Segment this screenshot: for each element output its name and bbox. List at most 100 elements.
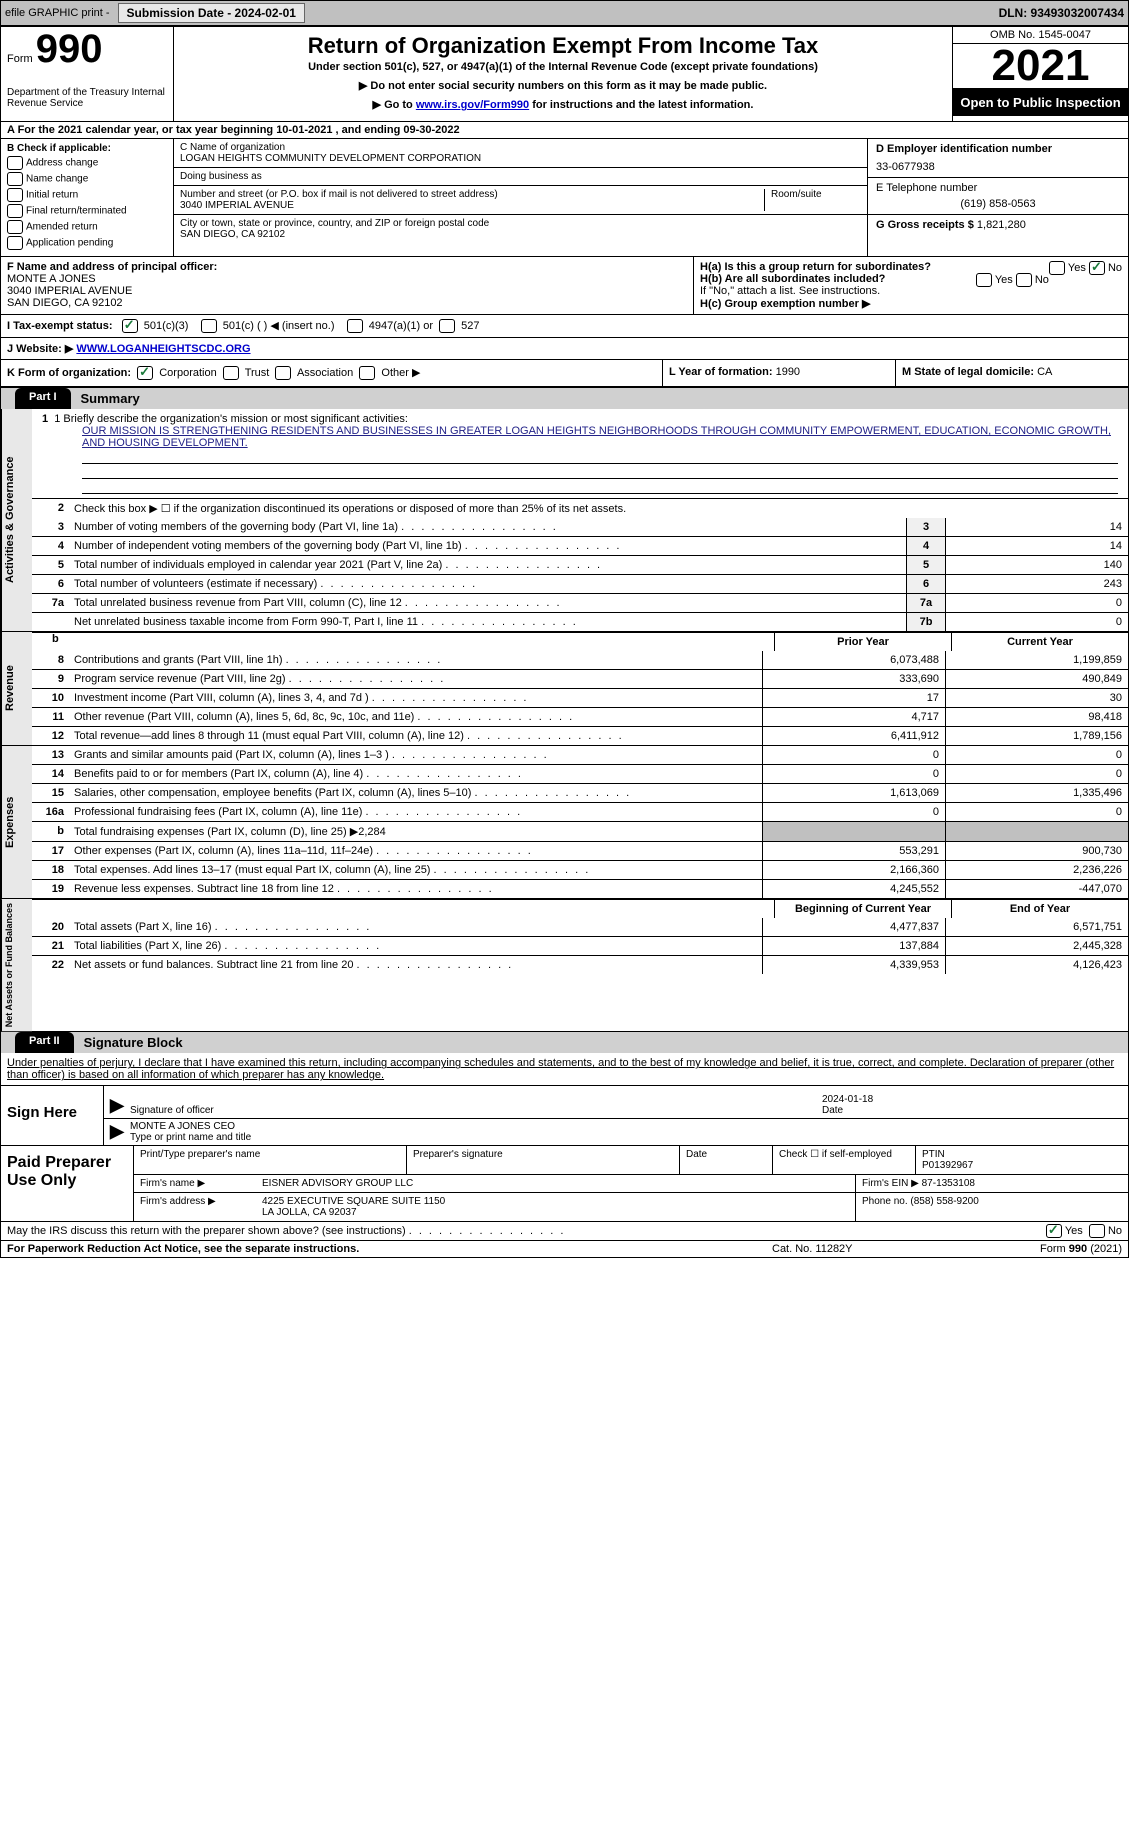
street-label: Number and street (or P.O. box if mail i… <box>180 189 764 200</box>
phone-label: E Telephone number <box>876 182 1120 194</box>
ptin-value: P01392967 <box>922 1160 1122 1171</box>
city-label: City or town, state or province, country… <box>180 218 861 229</box>
gross-label: G Gross receipts $ <box>876 219 974 231</box>
prep-phone: (858) 558-9200 <box>910 1196 978 1207</box>
chk-amended[interactable] <box>7 220 23 234</box>
rev-headers: b Prior Year Current Year <box>32 632 1128 651</box>
discuss-no[interactable] <box>1089 1224 1105 1238</box>
firm-addr-label: Firm's address ▶ <box>134 1193 256 1221</box>
website-link[interactable]: WWW.LOGANHEIGHTSCDC.ORG <box>76 343 250 355</box>
chk-final-return[interactable] <box>7 204 23 218</box>
tax-year: 2021 <box>953 44 1128 89</box>
col-d: D Employer identification number 33-0677… <box>868 139 1128 256</box>
summary-line: 3Number of voting members of the governi… <box>32 518 1128 536</box>
gross-value: 1,821,280 <box>977 219 1026 231</box>
part1-tab: Part I <box>15 388 71 409</box>
footer-bottom: For Paperwork Reduction Act Notice, see … <box>1 1241 1128 1257</box>
line-2: 2 Check this box ▶ ☐ if the organization… <box>32 498 1128 518</box>
ha-no[interactable] <box>1089 261 1105 275</box>
section-f: F Name and address of principal officer:… <box>1 257 694 314</box>
form-label: Form <box>7 53 33 65</box>
summary-line: 12Total revenue—add lines 8 through 11 (… <box>32 726 1128 745</box>
chk-assoc[interactable] <box>275 366 291 380</box>
discuss-yes[interactable] <box>1046 1224 1062 1238</box>
chk-501c[interactable] <box>201 319 217 333</box>
submission-date: Submission Date - 2024-02-01 <box>118 3 305 23</box>
preparer-label: Paid Preparer Use Only <box>1 1146 133 1221</box>
chk-501c3[interactable] <box>122 319 138 333</box>
chk-corp[interactable] <box>137 366 153 380</box>
dba-label: Doing business as <box>180 171 861 182</box>
header-left: Form 990 Department of the Treasury Inte… <box>1 27 174 121</box>
chk-other[interactable] <box>359 366 375 380</box>
header-mid: Return of Organization Exempt From Incom… <box>174 27 952 121</box>
section-bcd: B Check if applicable: Address change Na… <box>1 139 1128 257</box>
summary-line: 9Program service revenue (Part VIII, lin… <box>32 669 1128 688</box>
col-c: C Name of organization LOGAN HEIGHTS COM… <box>174 139 868 256</box>
prep-check-label: Check ☐ if self-employed <box>773 1146 916 1174</box>
paperwork-notice: For Paperwork Reduction Act Notice, see … <box>7 1243 772 1255</box>
vtab-ag: Activities & Governance <box>1 409 32 631</box>
chk-name-change[interactable] <box>7 172 23 186</box>
street-value: 3040 IMPERIAL AVENUE <box>180 200 764 211</box>
summary-line: 5Total number of individuals employed in… <box>32 555 1128 574</box>
arrow-icon: ▶ <box>110 1121 130 1143</box>
summary-line: bTotal fundraising expenses (Part IX, co… <box>32 821 1128 841</box>
org-name-label: C Name of organization <box>180 142 861 153</box>
summary-line: 14Benefits paid to or for members (Part … <box>32 764 1128 783</box>
part2-header: Part II Signature Block <box>1 1032 1128 1053</box>
irs-link[interactable]: www.irs.gov/Form990 <box>416 99 529 111</box>
prep-sig-label: Preparer's signature <box>407 1146 680 1174</box>
officer-name: MONTE A JONES <box>7 273 96 285</box>
summary-line: 18Total expenses. Add lines 13–17 (must … <box>32 860 1128 879</box>
dln: DLN: 93493032007434 <box>999 6 1124 20</box>
form-title: Return of Organization Exempt From Incom… <box>182 33 944 59</box>
summary-line: 19Revenue less expenses. Subtract line 1… <box>32 879 1128 898</box>
hb-no[interactable] <box>1016 273 1032 287</box>
form-subtitle: Under section 501(c), 527, or 4947(a)(1)… <box>182 61 944 73</box>
summary-line: 6Total number of volunteers (estimate if… <box>32 574 1128 593</box>
summary-line: 11Other revenue (Part VIII, column (A), … <box>32 707 1128 726</box>
firm-ein: 87-1353108 <box>922 1178 975 1189</box>
chk-trust[interactable] <box>223 366 239 380</box>
summary-line: 13Grants and similar amounts paid (Part … <box>32 746 1128 764</box>
hb-note: If "No," attach a list. See instructions… <box>700 285 1122 297</box>
row-i: I Tax-exempt status: 501(c)(3) 501(c) ( … <box>1 315 1128 338</box>
summary-line: 8Contributions and grants (Part VIII, li… <box>32 651 1128 669</box>
part2-tab: Part II <box>15 1032 74 1053</box>
mission-text: OUR MISSION IS STRENGTHENING RESIDENTS A… <box>82 425 1118 449</box>
arrow-icon: ▶ <box>110 1095 130 1116</box>
summary-line: 22Net assets or fund balances. Subtract … <box>32 955 1128 974</box>
chk-initial-return[interactable] <box>7 188 23 202</box>
cat-no: Cat. No. 11282Y <box>772 1243 972 1255</box>
ein-value: 33-0677938 <box>876 161 1120 173</box>
row-klm: K Form of organization: Corporation Trus… <box>1 360 1128 388</box>
note-link: ▶ Go to www.irs.gov/Form990 for instruct… <box>182 98 944 111</box>
summary-line: 21Total liabilities (Part X, line 26) 13… <box>32 936 1128 955</box>
paid-preparer: Paid Preparer Use Only Print/Type prepar… <box>1 1146 1128 1222</box>
ha-yes[interactable] <box>1049 261 1065 275</box>
chk-app-pending[interactable] <box>7 236 23 250</box>
chk-527[interactable] <box>439 319 455 333</box>
row-j: J Website: ▶ WWW.LOGANHEIGHTSCDC.ORG <box>1 338 1128 360</box>
part1-header: Part I Summary <box>1 388 1128 409</box>
chk-address-change[interactable] <box>7 156 23 170</box>
header: Form 990 Department of the Treasury Inte… <box>1 27 1128 122</box>
phone-value: (619) 858-0563 <box>876 198 1120 210</box>
firm-ein-label: Firm's EIN ▶ <box>862 1178 919 1189</box>
section-expenses: Expenses 13Grants and similar amounts pa… <box>1 746 1128 899</box>
chk-4947[interactable] <box>347 319 363 333</box>
name-title-label: Type or print name and title <box>130 1132 1122 1143</box>
summary-line: 20Total assets (Part X, line 16) 4,477,8… <box>32 918 1128 936</box>
section-netassets: Net Assets or Fund Balances Beginning of… <box>1 899 1128 1032</box>
section-h: H(a) Is this a group return for subordin… <box>694 257 1128 314</box>
city-value: SAN DIEGO, CA 92102 <box>180 229 861 240</box>
hb-yes[interactable] <box>976 273 992 287</box>
line-a: A For the 2021 calendar year, or tax yea… <box>1 122 1128 139</box>
firm-city: LA JOLLA, CA 92037 <box>262 1207 849 1218</box>
sign-here-label: Sign Here <box>1 1086 103 1145</box>
form-footer: Form 990 (2021) <box>972 1243 1122 1255</box>
efile-label: efile GRAPHIC print - <box>5 7 110 19</box>
prep-date-label: Date <box>680 1146 773 1174</box>
vtab-netassets: Net Assets or Fund Balances <box>1 899 32 1031</box>
